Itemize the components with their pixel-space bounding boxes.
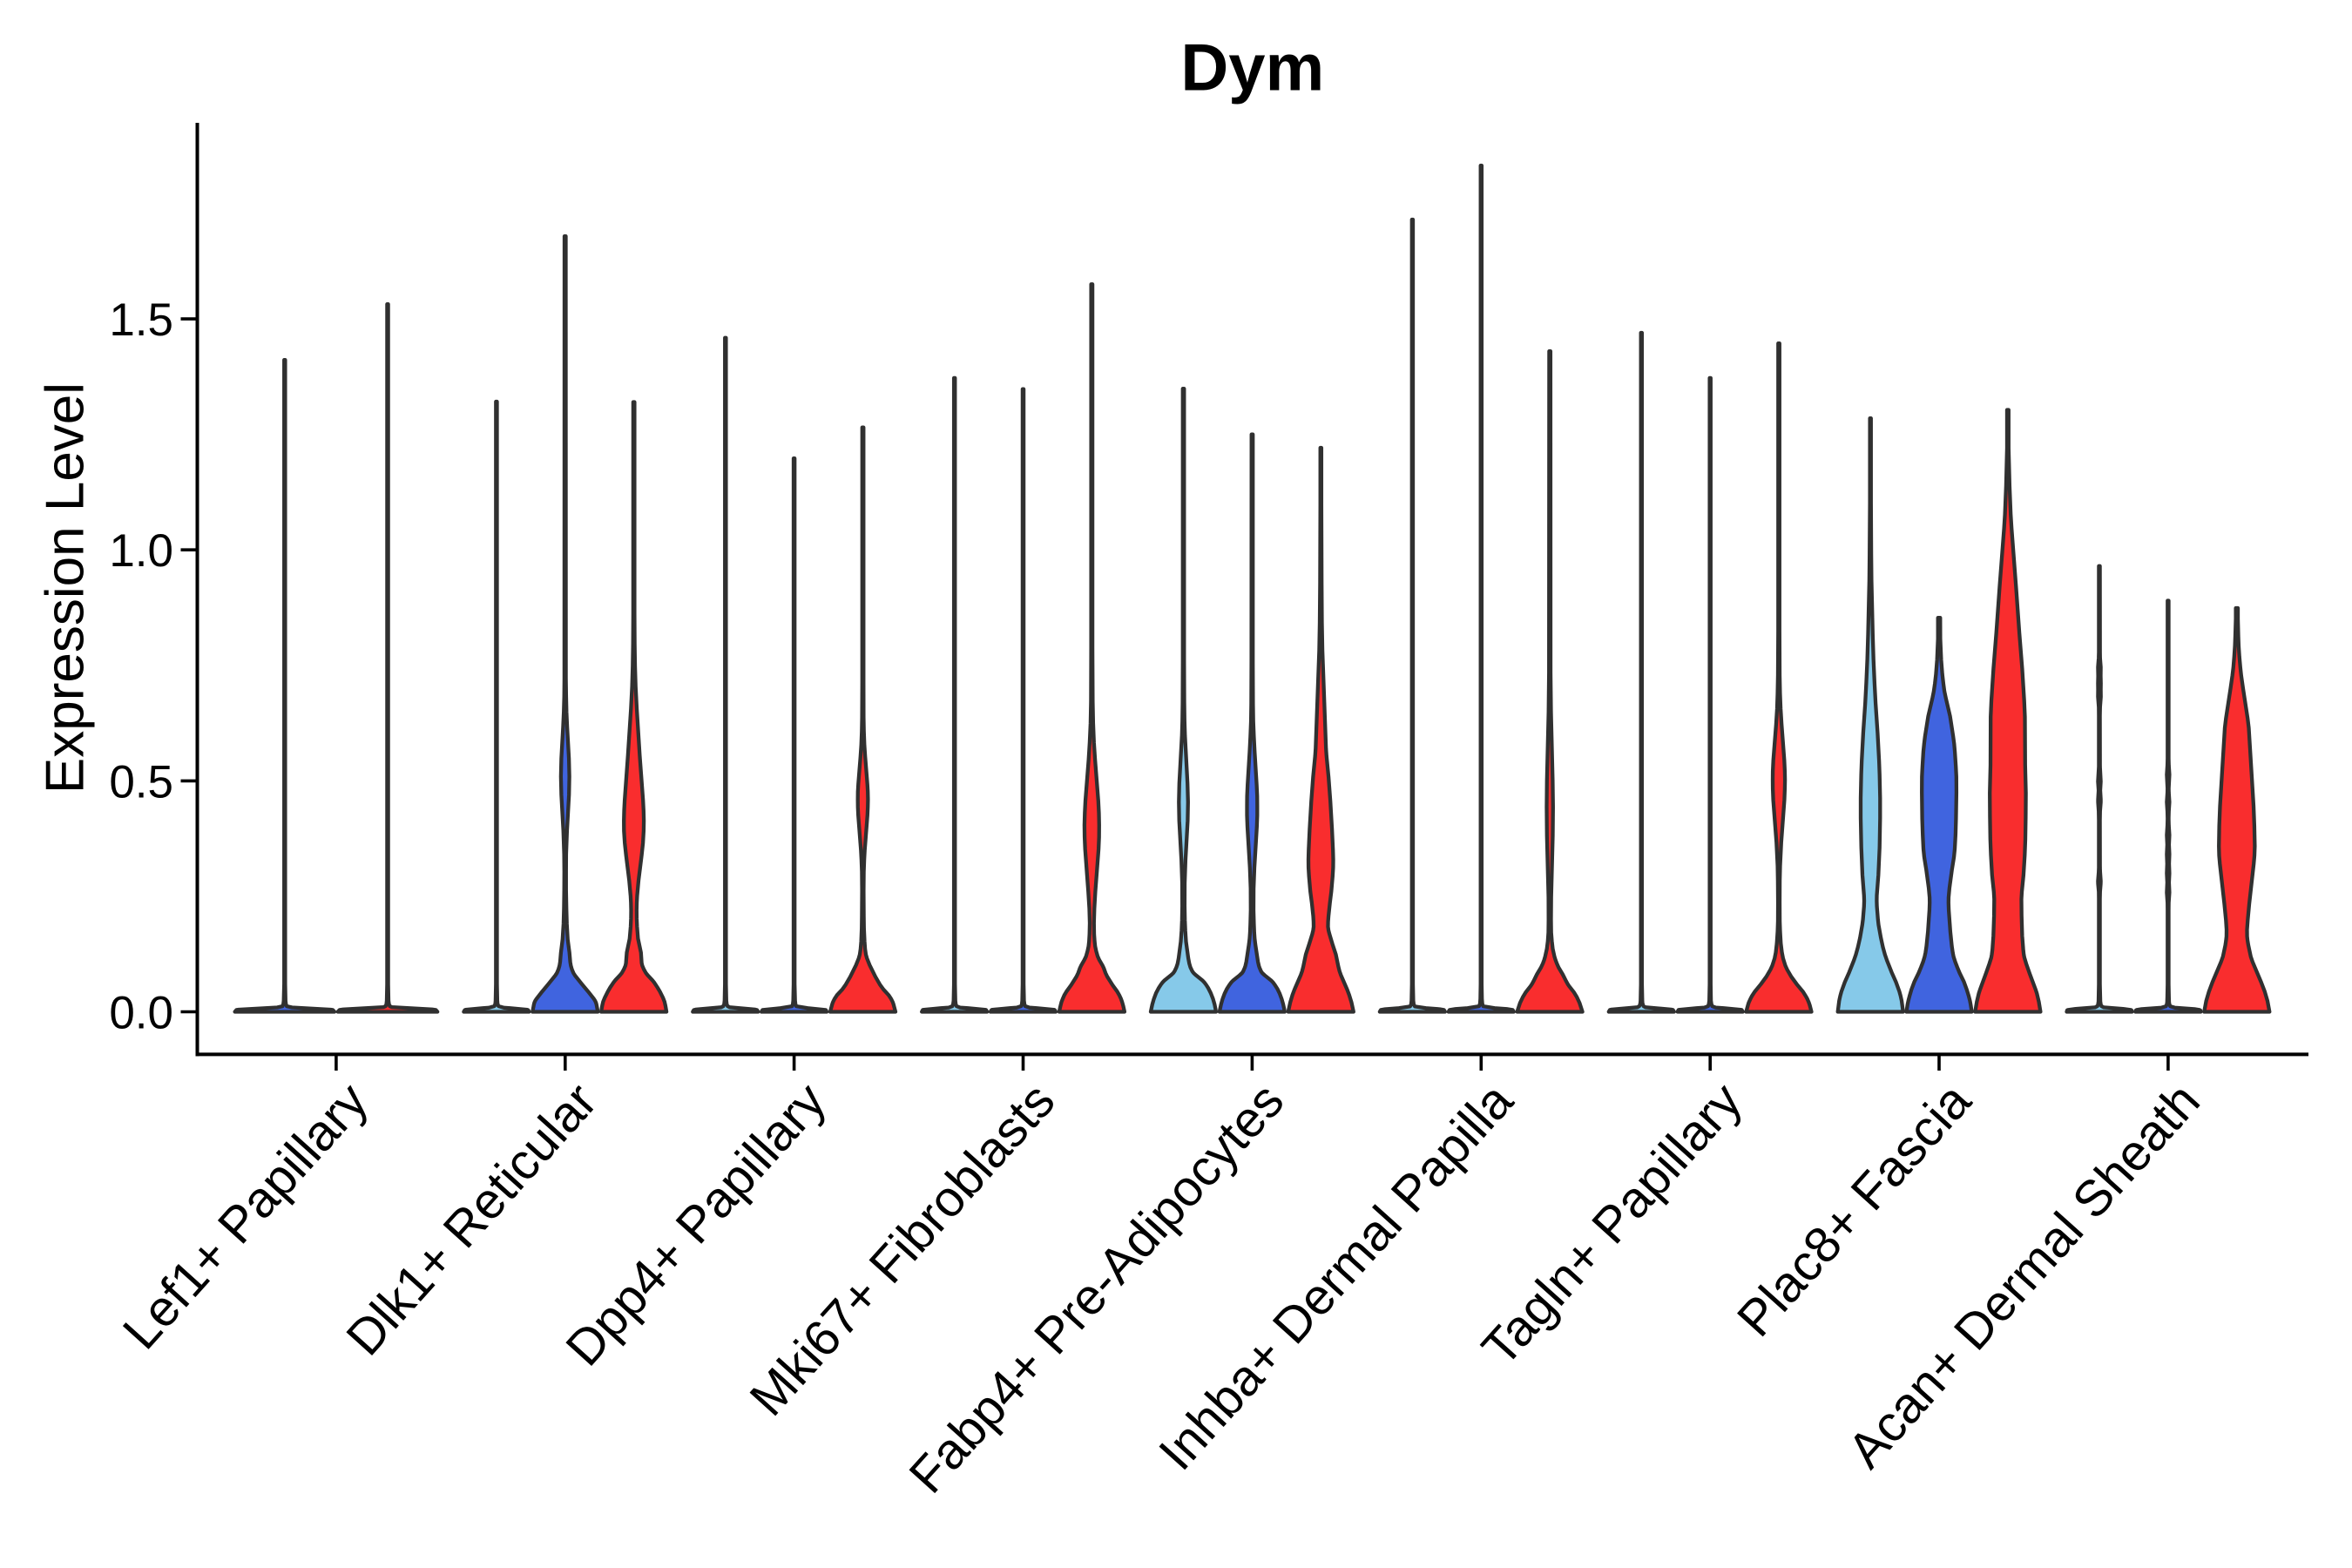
svg-text:0.0: 0.0 bbox=[109, 988, 173, 1039]
svg-text:Dym: Dym bbox=[1180, 31, 1324, 105]
svg-text:1.0: 1.0 bbox=[109, 525, 173, 577]
svg-text:Expression Level: Expression Level bbox=[35, 382, 95, 794]
svg-text:1.5: 1.5 bbox=[109, 294, 173, 346]
svg-text:0.5: 0.5 bbox=[109, 756, 173, 808]
